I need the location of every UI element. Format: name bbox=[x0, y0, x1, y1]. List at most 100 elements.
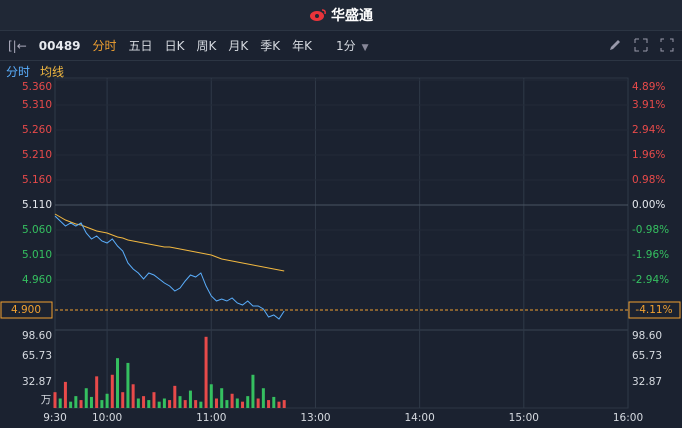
volume-bar bbox=[214, 398, 218, 408]
tab[interactable]: 月K bbox=[228, 39, 249, 53]
volume-tick-label-right: 65.73 bbox=[632, 350, 662, 362]
pencil-icon[interactable] bbox=[608, 38, 622, 52]
y2-tick-label: 2.94% bbox=[632, 124, 665, 136]
collapse-icon[interactable]: [|← bbox=[8, 38, 27, 53]
volume-bar bbox=[116, 358, 120, 408]
volume-bar bbox=[246, 396, 250, 408]
last-change-box bbox=[628, 301, 681, 319]
volume-bar bbox=[63, 381, 67, 408]
volume-bar bbox=[142, 396, 146, 408]
tool-icons bbox=[608, 38, 674, 52]
volume-bar bbox=[162, 398, 166, 408]
tab[interactable]: 年K bbox=[292, 39, 312, 53]
volume-bar bbox=[277, 401, 281, 408]
volume-unit: 万 bbox=[41, 394, 52, 406]
volume-bar bbox=[147, 400, 151, 408]
expand-icon[interactable] bbox=[634, 38, 648, 52]
x-tick-label: 14:00 bbox=[405, 412, 435, 424]
volume-bar bbox=[58, 398, 62, 408]
volume-bar bbox=[188, 390, 192, 408]
volume-bar bbox=[173, 385, 177, 408]
fullscreen-icon[interactable] bbox=[660, 38, 674, 52]
volume-bar bbox=[136, 398, 140, 408]
y2-tick-label: -0.98% bbox=[632, 224, 669, 236]
y-tick-label: 4.960 bbox=[22, 274, 52, 286]
legend: 分时 均线 bbox=[0, 61, 682, 81]
y-tick-label: 5.310 bbox=[22, 99, 52, 111]
volume-bar bbox=[272, 396, 276, 408]
legend-entry: 均线 bbox=[40, 64, 65, 79]
volume-bar bbox=[241, 401, 245, 408]
volume-tick-label-right: 98.60 bbox=[632, 330, 662, 342]
price-line bbox=[54, 215, 285, 320]
interval-select[interactable]: 1分 ▼ bbox=[336, 37, 381, 54]
volume-tick-label: 32.87 bbox=[22, 376, 52, 388]
volume-tick-label-right: 32.87 bbox=[632, 376, 662, 388]
volume-bar bbox=[168, 400, 172, 408]
x-tick-label: 16:00 bbox=[613, 412, 643, 424]
volume-bar bbox=[157, 401, 161, 408]
tab[interactable]: 周K bbox=[196, 39, 217, 53]
volume-bar bbox=[251, 374, 255, 408]
volume-bar bbox=[126, 362, 130, 408]
volume-bar bbox=[194, 400, 198, 408]
y2-tick-label: 4.89% bbox=[632, 81, 665, 93]
price-line bbox=[54, 213, 285, 272]
volume-tick-label: 65.73 bbox=[22, 350, 52, 362]
volume-bar bbox=[105, 393, 109, 408]
y-tick-label: 5.110 bbox=[22, 199, 52, 211]
legend-entry: 分时 bbox=[6, 64, 31, 79]
volume-bar bbox=[95, 376, 99, 408]
logo bbox=[310, 9, 326, 21]
y-tick-label: 5.160 bbox=[22, 174, 52, 186]
y2-tick-label: 0.98% bbox=[632, 174, 665, 186]
plot-frame bbox=[54, 77, 629, 409]
y-tick-label: 5.360 bbox=[22, 81, 52, 93]
x-tick-label: 11:00 bbox=[196, 412, 226, 424]
volume-bar bbox=[152, 392, 156, 408]
volume-bar bbox=[199, 401, 203, 408]
tab[interactable]: 日K bbox=[164, 39, 185, 53]
app-title: 华盛通 bbox=[331, 8, 373, 24]
volume-bar bbox=[89, 396, 93, 408]
y2-tick-label: 3.91% bbox=[632, 99, 665, 111]
volume-bar bbox=[282, 400, 286, 408]
x-tick-label: 13:00 bbox=[300, 412, 330, 424]
y2-tick-label: 1.96% bbox=[632, 149, 665, 161]
volume-bar bbox=[235, 398, 239, 408]
y-tick-label: 5.010 bbox=[22, 249, 52, 261]
y2-tick-label: 0.00% bbox=[632, 199, 665, 211]
volume-tick-label: 98.60 bbox=[22, 330, 52, 342]
toolbar: [|← 00489 分时 五日 日K 周K 月K 季K 年K 1分 ▼ bbox=[0, 31, 682, 61]
volume-bar bbox=[53, 392, 57, 408]
volume-bar bbox=[69, 401, 73, 408]
x-tick-label: 15:00 bbox=[509, 412, 539, 424]
volume-bar bbox=[74, 396, 78, 408]
tabs: 分时 五日 日K 周K 月K 季K 年K bbox=[93, 37, 324, 54]
y-tick-label: 5.210 bbox=[22, 149, 52, 161]
volume-bar bbox=[225, 400, 229, 408]
volume-bar bbox=[79, 400, 83, 408]
volume-bar bbox=[183, 400, 187, 408]
last-price-label: 4.900 bbox=[11, 304, 41, 316]
tab[interactable]: 季K bbox=[260, 39, 281, 53]
interval: 1分 bbox=[335, 39, 356, 53]
volume-bar bbox=[209, 384, 213, 408]
y-tick-label: 5.260 bbox=[22, 124, 52, 136]
x-tick-label: 10:00 bbox=[92, 412, 122, 424]
volume-bar bbox=[220, 388, 224, 408]
volume-bar bbox=[256, 398, 260, 408]
y2-tick-label: -1.96% bbox=[632, 249, 669, 261]
tab[interactable]: 分时 bbox=[92, 39, 117, 53]
volume-bar bbox=[261, 388, 265, 408]
volume-bar bbox=[84, 388, 88, 408]
volume-bar bbox=[131, 384, 135, 408]
x-tick-label: 9:30 bbox=[43, 412, 67, 424]
stock-code: 00489 bbox=[38, 38, 81, 53]
top-bar: 华盛通 bbox=[0, 0, 682, 31]
dropdown-arrow: ▼ bbox=[361, 43, 369, 53]
tab[interactable]: 五日 bbox=[128, 39, 153, 53]
volume-bar bbox=[204, 336, 208, 408]
volume-bar bbox=[110, 374, 114, 408]
